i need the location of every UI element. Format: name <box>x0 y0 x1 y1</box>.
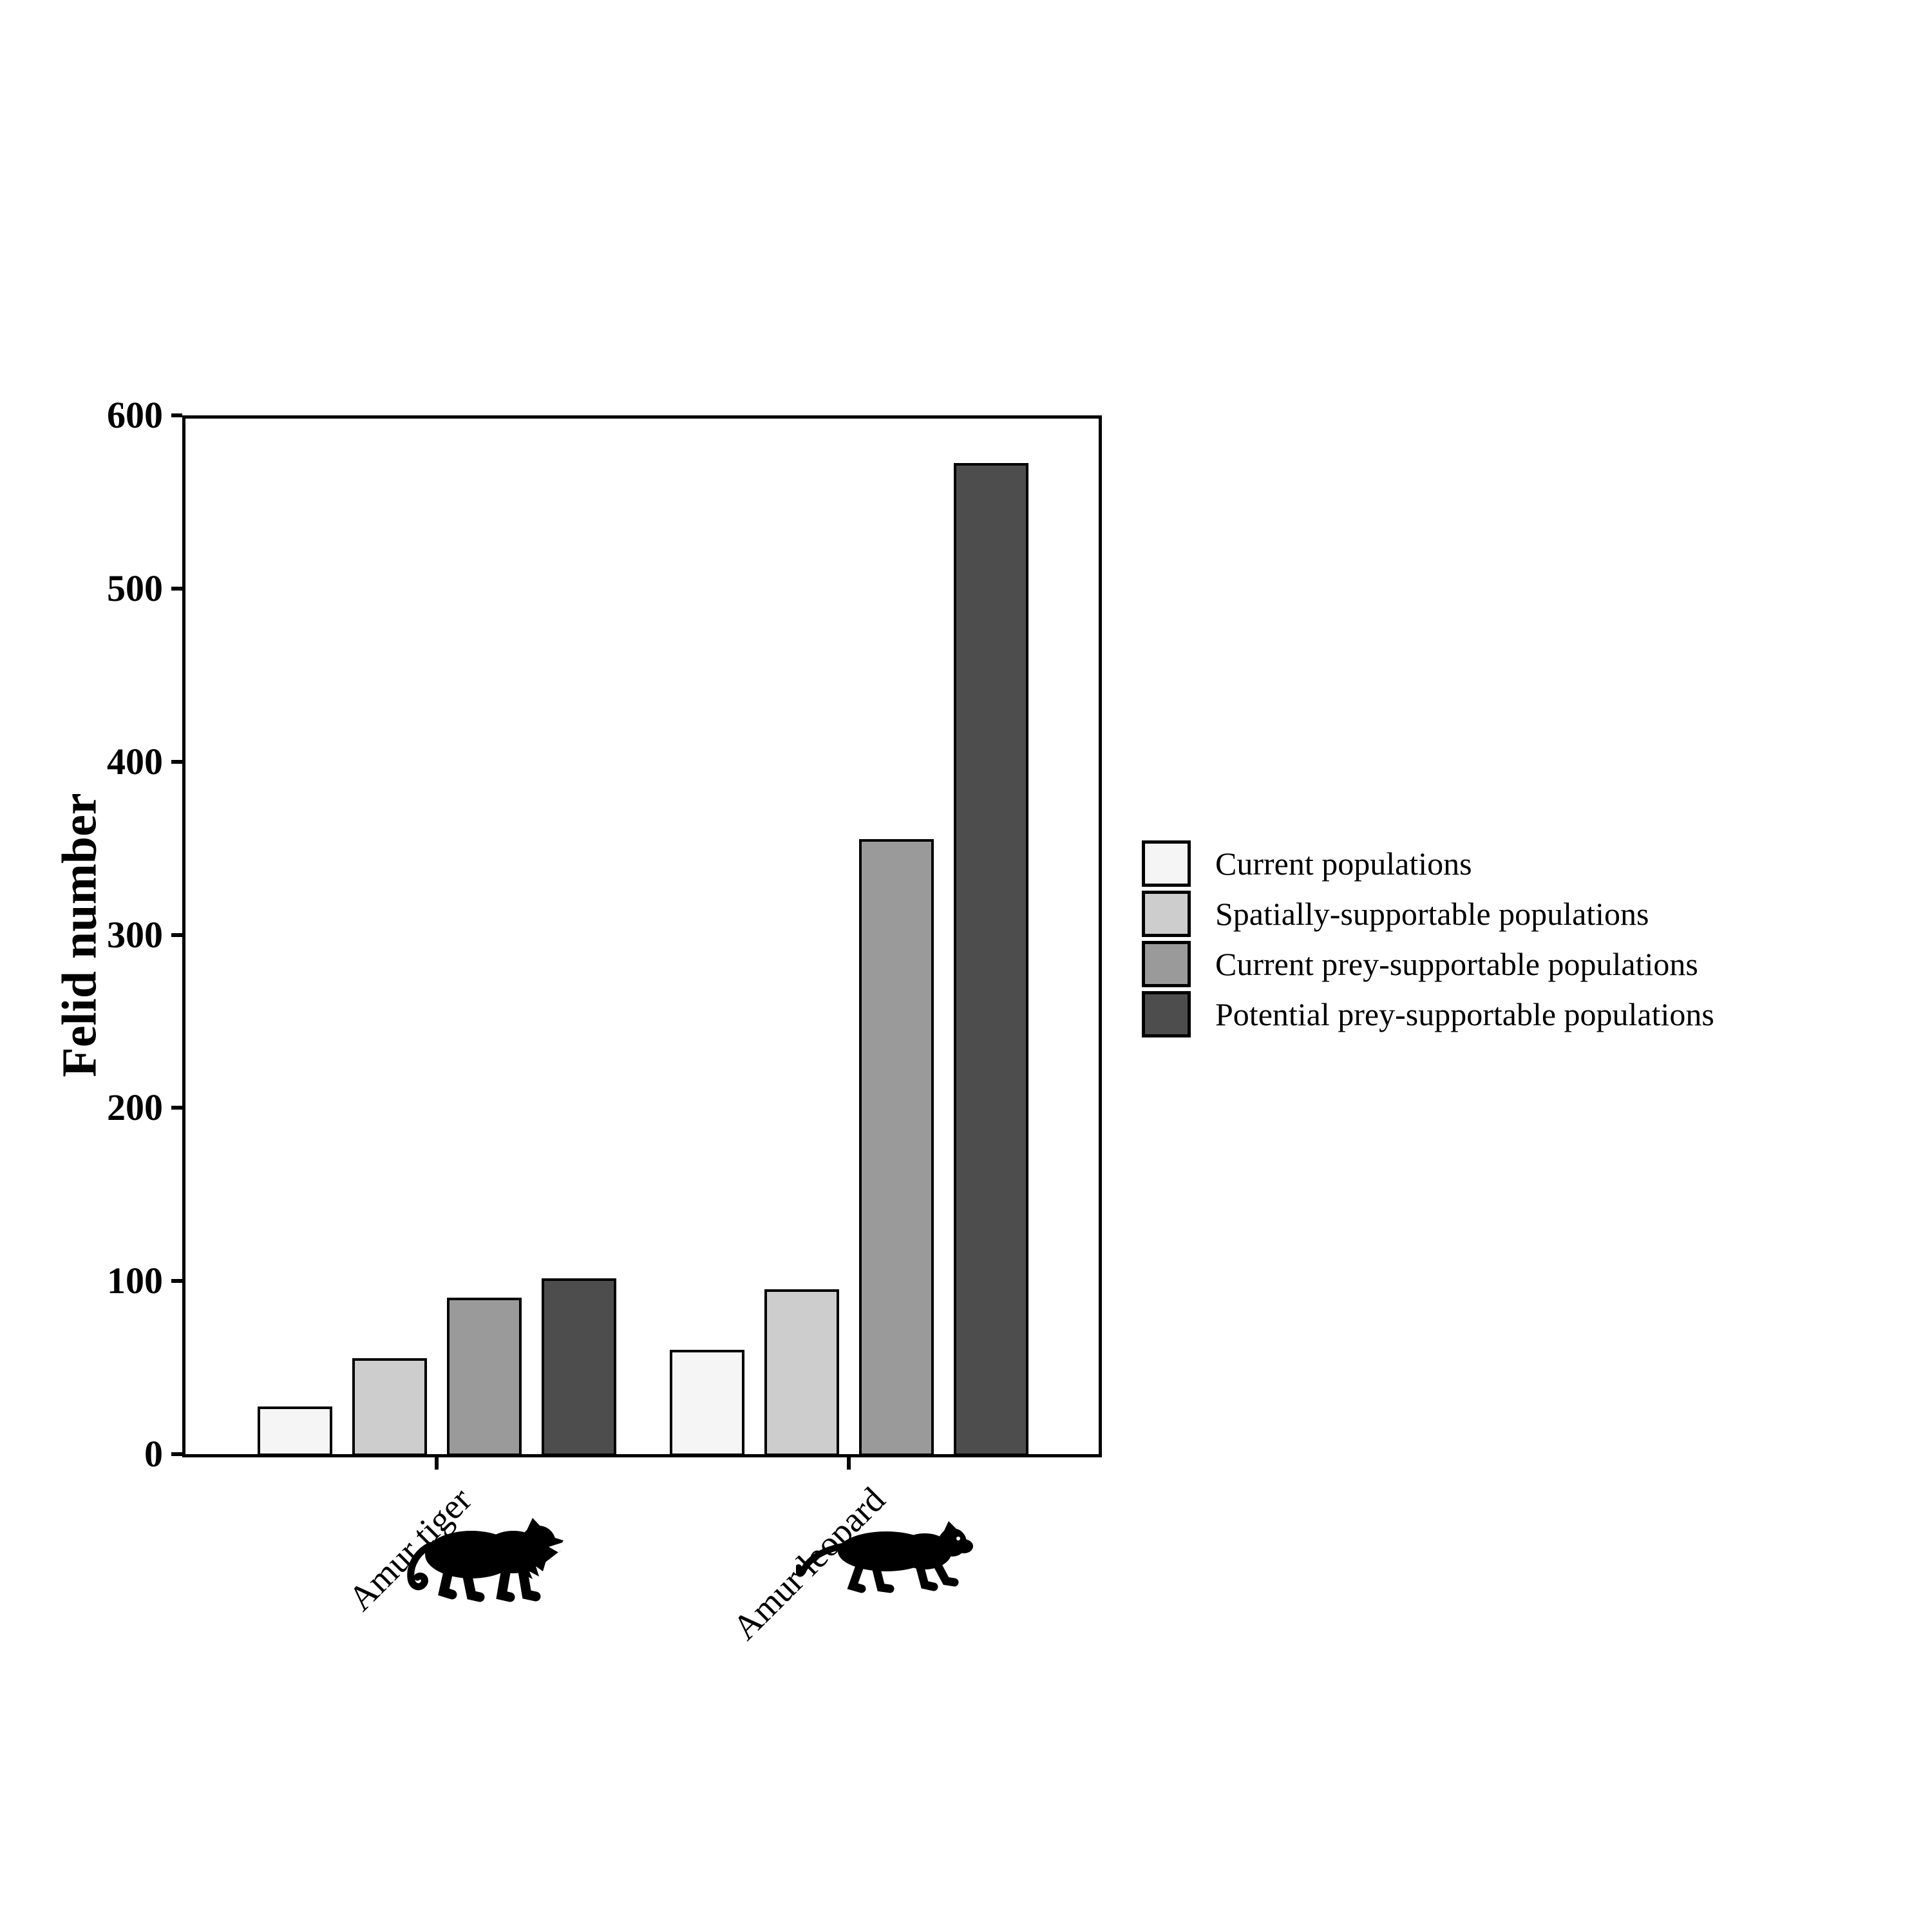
legend-item-current-prey-supportable-populations: Current prey-supportable populations <box>1142 941 1714 987</box>
y-tick-label-400: 400 <box>107 740 163 782</box>
bar-amur-leopard-potential-prey-supportable-populations <box>953 463 1028 1456</box>
y-tick-label-200: 200 <box>107 1086 163 1129</box>
tiger-silhouette-icon <box>407 1518 564 1602</box>
legend-item-potential-prey-supportable-populations: Potential prey-supportable populations <box>1142 991 1714 1037</box>
y-tick-300 <box>171 933 182 937</box>
legend-swatch-spatially-supportable-populations <box>1142 891 1191 937</box>
bar-amur-leopard-current-prey-supportable-populations <box>858 838 934 1456</box>
y-tick-label-300: 300 <box>107 913 163 956</box>
legend-label-spatially-supportable-populations: Spatially-supportable populations <box>1215 896 1649 932</box>
x-tick-amur-leopard <box>847 1454 851 1470</box>
legend: Current populations Spatially-supportabl… <box>1142 840 1714 1037</box>
y-tick-600 <box>171 413 182 417</box>
legend-swatch-current-populations <box>1142 840 1191 887</box>
legend-label-potential-prey-supportable-populations: Potential prey-supportable populations <box>1215 996 1714 1032</box>
plot-area <box>182 415 1102 1457</box>
x-tick-amur-tiger <box>435 1454 439 1470</box>
y-tick-200 <box>171 1106 182 1110</box>
y-tick-500 <box>171 586 182 591</box>
bar-amur-leopard-spatially-supportable-populations <box>764 1289 839 1456</box>
bar-amur-tiger-current-prey-supportable-populations <box>446 1298 522 1456</box>
bar-amur-tiger-potential-prey-supportable-populations <box>541 1278 616 1456</box>
y-tick-100 <box>171 1279 182 1283</box>
bar-amur-leopard-current-populations <box>669 1349 744 1456</box>
y-tick-label-0: 0 <box>144 1433 163 1475</box>
legend-item-current-populations: Current populations <box>1142 840 1714 887</box>
y-tick-label-100: 100 <box>107 1260 163 1302</box>
y-tick-label-600: 600 <box>107 394 163 436</box>
legend-item-spatially-supportable-populations: Spatially-supportable populations <box>1142 891 1714 937</box>
bar-amur-tiger-current-populations <box>257 1406 332 1456</box>
legend-swatch-potential-prey-supportable-populations <box>1142 991 1191 1037</box>
y-tick-0 <box>171 1452 182 1456</box>
y-tick-label-500: 500 <box>107 567 163 609</box>
legend-label-current-populations: Current populations <box>1215 846 1472 882</box>
y-tick-400 <box>171 759 182 764</box>
bar-amur-tiger-spatially-supportable-populations <box>352 1358 427 1456</box>
legend-label-current-prey-supportable-populations: Current prey-supportable populations <box>1215 946 1698 982</box>
leopard-silhouette-icon <box>796 1521 973 1593</box>
legend-swatch-current-prey-supportable-populations <box>1142 941 1191 987</box>
